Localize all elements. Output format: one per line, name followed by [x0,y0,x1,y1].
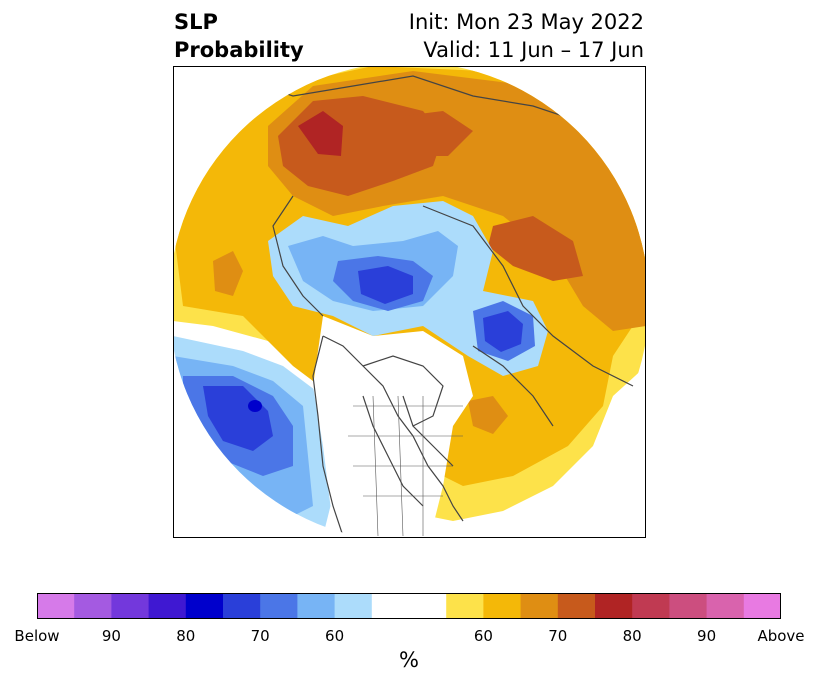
colorbar-border [37,593,781,619]
colorbar-swatch [371,593,447,619]
colorbar-tick-label: 70 [250,627,270,645]
title-variable: SLP [174,10,218,34]
colorbar-swatch [520,593,559,619]
colorbar-swatch [743,593,781,619]
colorbar-swatch [37,593,75,619]
state-borders [348,395,463,537]
colorbar-tick-label: 80 [176,627,196,645]
colorbar-swatch [74,593,112,619]
colorbar-tick-label: 80 [622,627,642,645]
colorbar-swatch [557,593,596,619]
colorbar-swatch [148,593,187,619]
colorbar-swatch [483,593,522,619]
colorbar-swatch [706,593,745,619]
colorbar-swatch [446,593,484,619]
colorbar-swatch [111,593,150,619]
map-dates: Init: Mon 23 May 2022 Valid: 11 Jun – 17… [409,8,644,64]
colorbar [37,593,781,619]
above-70-region-atlantic [468,396,508,434]
colorbar-swatch [223,593,261,619]
colorbar-tick-label: 90 [101,627,121,645]
below-75-region-east [483,311,523,352]
colorbar-swatch [260,593,298,619]
colorbar-tick-label: 70 [548,627,568,645]
below-75-region [358,266,413,304]
colorbar-tick-label: 60 [325,627,345,645]
map-title: SLP Probability [174,8,304,64]
slp-probability-map [173,66,646,538]
colorbar-tick-label: 60 [473,627,493,645]
colorbar-tick-label: Below [14,627,60,645]
colorbar-tick-label: 90 [697,627,717,645]
above-75-region-east [488,216,583,281]
colorbar-swatch [334,593,373,619]
coastlines [232,75,634,537]
near-normal-region [313,316,473,538]
colorbar-swatch [297,593,336,619]
colorbar-tick-label: Above [757,627,805,645]
colorbar-unit-label: % [399,648,419,672]
above-80-region [298,111,343,156]
valid-dates: Valid: 11 Jun – 17 Jun [423,38,644,62]
colorbar-swatch [595,593,633,619]
colorbar-swatch [185,593,224,619]
below-80-region-pacific [248,400,262,412]
colorbar-swatch [669,593,708,619]
above-70-region-west [213,251,243,296]
init-date: Init: Mon 23 May 2022 [408,10,644,34]
title-variable-type: Probability [174,38,304,62]
colorbar-swatch [632,593,670,619]
above-75-region-north [403,111,473,156]
